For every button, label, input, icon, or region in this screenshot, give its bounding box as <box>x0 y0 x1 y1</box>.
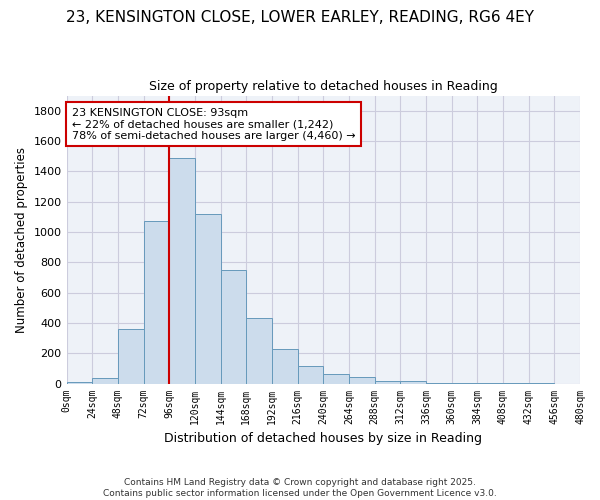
Bar <box>374 380 400 384</box>
Text: Contains HM Land Registry data © Crown copyright and database right 2025.
Contai: Contains HM Land Registry data © Crown c… <box>103 478 497 498</box>
Bar <box>221 270 246 384</box>
Text: 23 KENSINGTON CLOSE: 93sqm
← 22% of detached houses are smaller (1,242)
78% of s: 23 KENSINGTON CLOSE: 93sqm ← 22% of deta… <box>72 108 356 141</box>
Title: Size of property relative to detached houses in Reading: Size of property relative to detached ho… <box>149 80 497 93</box>
Bar <box>92 378 118 384</box>
Bar <box>426 383 452 384</box>
Bar <box>195 214 221 384</box>
Bar <box>118 329 143 384</box>
Y-axis label: Number of detached properties: Number of detached properties <box>15 146 28 332</box>
Bar <box>349 376 374 384</box>
Bar <box>246 318 272 384</box>
Bar <box>298 366 323 384</box>
Bar <box>169 158 195 384</box>
Bar <box>400 382 426 384</box>
Bar <box>272 348 298 384</box>
Bar <box>143 222 169 384</box>
Text: 23, KENSINGTON CLOSE, LOWER EARLEY, READING, RG6 4EY: 23, KENSINGTON CLOSE, LOWER EARLEY, READ… <box>66 10 534 25</box>
Bar <box>323 374 349 384</box>
X-axis label: Distribution of detached houses by size in Reading: Distribution of detached houses by size … <box>164 432 482 445</box>
Bar <box>67 382 92 384</box>
